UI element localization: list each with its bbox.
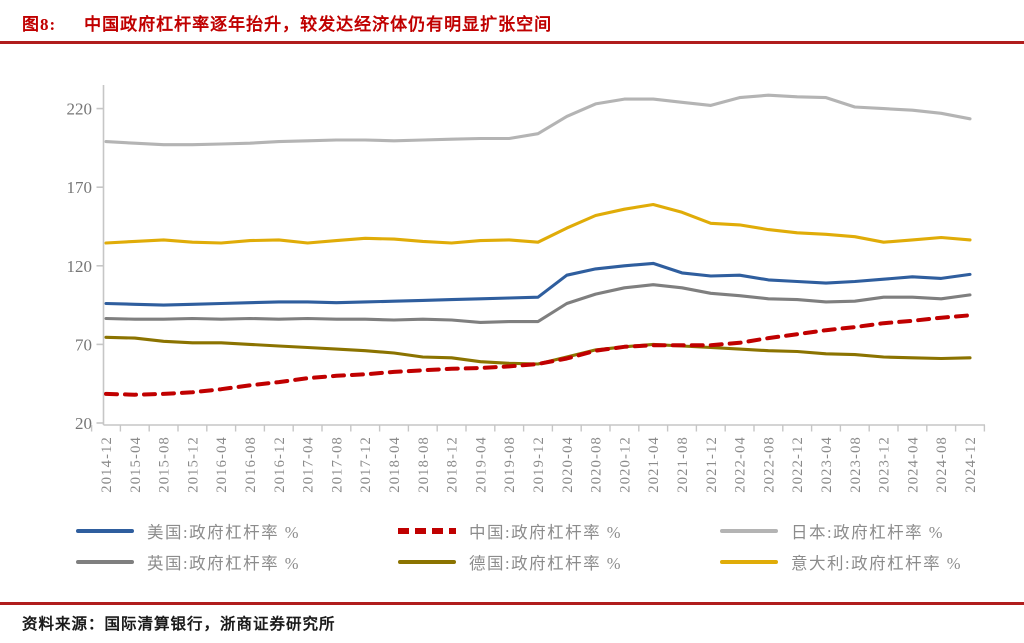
x-tick-label: 2024-04: [905, 436, 921, 493]
legend-label-japan: 日本:政府杠杆率 %: [791, 523, 944, 542]
x-tick-label: 2022-12: [790, 436, 806, 493]
line-chart: 20 70 120 170 220 2014-12 2015-04 2015-08 2015-1…: [67, 85, 986, 493]
source-note: 资料来源：国际清算银行，浙商证券研究所: [22, 612, 336, 634]
legend-item-italy: 意大利:政府杠杆率 %: [720, 553, 1024, 573]
y-tick-label: 20: [75, 414, 92, 433]
x-tick-label: 2020-08: [589, 436, 605, 493]
y-tick-label: 120: [67, 257, 93, 276]
figure-title: 中国政府杠杆率逐年抬升，较发达经济体仍有明显扩张空间: [84, 15, 553, 34]
series-line-germany: [104, 335, 972, 366]
x-tick-label: 2015-12: [185, 436, 201, 493]
x-tick-label: 2016-12: [272, 436, 288, 493]
x-tick-label: 2019-12: [531, 436, 547, 493]
legend-label-china: 中国:政府杠杆率 %: [469, 523, 622, 542]
series-line-uk: [104, 283, 972, 324]
source-label: 资料来源：: [22, 616, 105, 633]
series-line-us: [104, 261, 972, 307]
x-tick-label: 2021-08: [675, 436, 691, 493]
x-tick-label: 2015-08: [157, 436, 173, 493]
legend-label-us: 美国:政府杠杆率 %: [147, 523, 300, 542]
x-tick-label: 2024-08: [934, 436, 950, 493]
legend-swatch-japan: [720, 529, 778, 533]
x-tick-label: 2019-08: [502, 436, 518, 493]
series-line-italy: [104, 202, 972, 245]
legend-item-japan: 日本:政府杠杆率 %: [720, 522, 1024, 542]
x-tick-label: 2020-12: [617, 436, 633, 493]
title-divider: [0, 41, 1024, 44]
x-tick-label: 2016-04: [214, 436, 230, 493]
figure-header: 图8: 中国政府杠杆率逐年抬升，较发达经济体仍有明显扩张空间: [22, 10, 552, 35]
x-tick-label: 2020-04: [560, 436, 576, 493]
legend-item-china: 中国:政府杠杆率 %: [398, 522, 720, 542]
series-line-china: [104, 313, 972, 397]
series-line-japan: [104, 93, 972, 147]
x-tick-label: 2024-12: [963, 436, 979, 493]
x-tick-label: 2018-12: [445, 436, 461, 493]
legend-label-uk: 英国:政府杠杆率 %: [147, 554, 300, 573]
x-tick-label: 2019-04: [473, 436, 489, 493]
legend-swatch-italy: [720, 560, 778, 564]
x-tick-label: 2018-08: [416, 436, 432, 493]
figure-label: 图8:: [22, 15, 57, 34]
x-tick-label: 2022-04: [733, 436, 749, 493]
chart-legend: 美国:政府杠杆率 % 中国:政府杠杆率 % 日本:政府杠杆率 % 英国:政府杠杆率 %…: [0, 522, 1024, 573]
x-tick-label: 2018-04: [387, 436, 403, 493]
legend-item-germany: 德国:政府杠杆率 %: [398, 553, 720, 573]
x-tick-label: 2017-12: [358, 436, 374, 493]
legend-label-germany: 德国:政府杠杆率 %: [469, 554, 622, 573]
x-tick-label: 2021-04: [646, 436, 662, 493]
x-tick-label: 2023-08: [848, 436, 864, 493]
x-tick-label: 2022-08: [761, 436, 777, 493]
x-tick-label: 2021-12: [704, 436, 720, 493]
legend-label-italy: 意大利:政府杠杆率 %: [791, 554, 962, 573]
y-tick-label: 220: [67, 100, 93, 119]
y-tick-label: 170: [67, 178, 93, 197]
x-tick-label: 2023-12: [877, 436, 893, 493]
x-tick-label: 2014-12: [99, 436, 115, 493]
x-tick-label: 2016-08: [243, 436, 259, 493]
x-tick-label: 2017-04: [301, 436, 317, 493]
x-tick-label: 2015-04: [128, 436, 144, 493]
x-tick-label: 2017-08: [329, 436, 345, 493]
legend-swatch-china: [398, 528, 456, 534]
x-tick-label: 2023-04: [819, 436, 835, 493]
source-text: 国际清算银行，浙商证券研究所: [104, 616, 336, 633]
legend-item-us: 美国:政府杠杆率 %: [76, 522, 398, 542]
legend-swatch-germany: [398, 560, 456, 564]
footer-divider: [0, 602, 1024, 605]
legend-swatch-uk: [76, 560, 134, 564]
chart-area: 20 70 120 170 220 2014-12 2015-04 2015-08 2015-1…: [0, 80, 1024, 525]
legend-swatch-us: [76, 529, 134, 533]
y-tick-label: 70: [75, 335, 92, 354]
legend-item-uk: 英国:政府杠杆率 %: [76, 553, 398, 573]
